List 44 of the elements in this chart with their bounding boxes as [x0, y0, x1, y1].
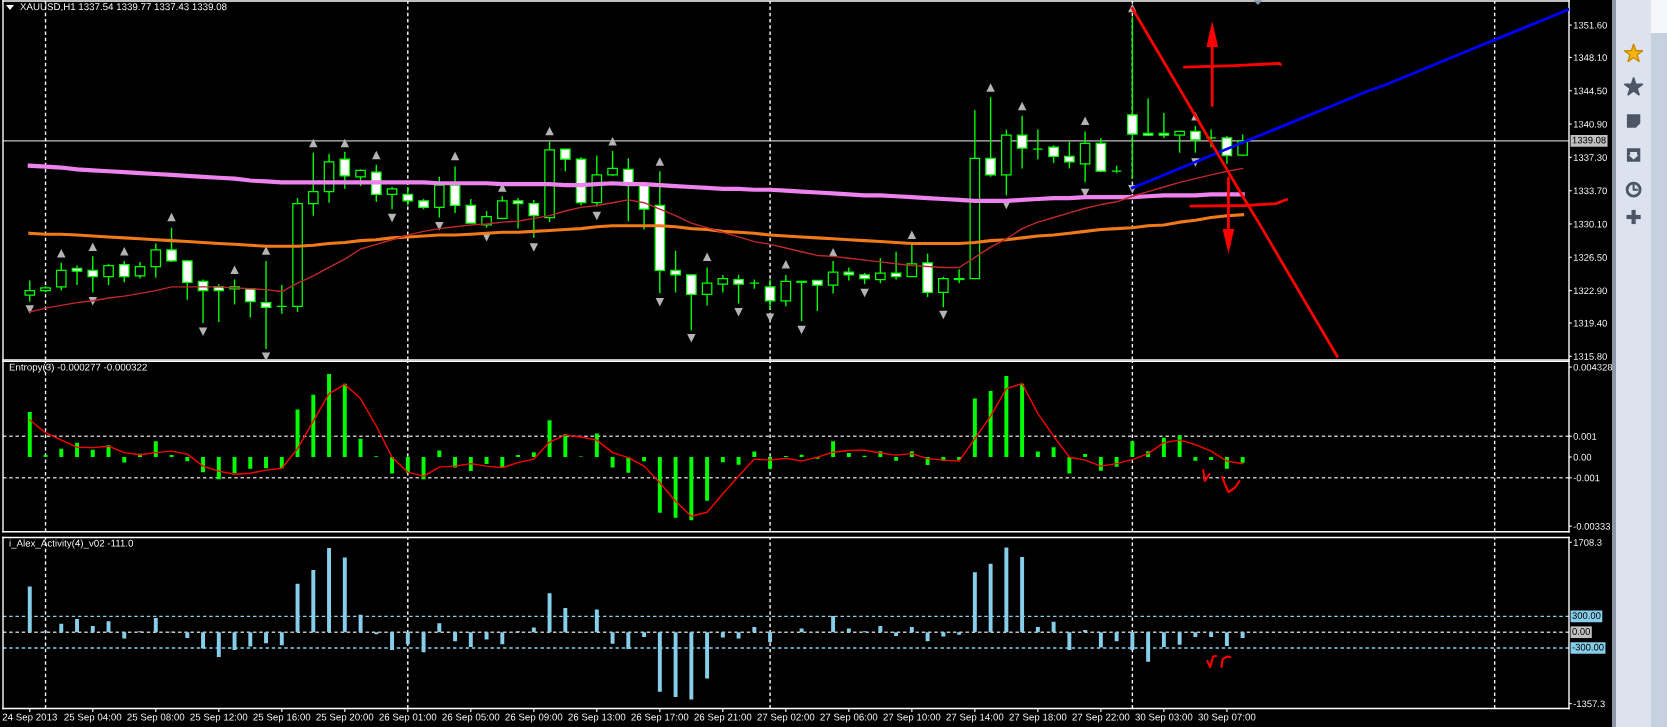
- chart-title: Entropy(3) -0.000277 -0.000322: [9, 363, 147, 373]
- y-tick-label: -0.001: [1573, 474, 1600, 482]
- y-tick-label: -0.00333: [1573, 523, 1611, 530]
- y-tick-label: 1326.50: [1573, 254, 1607, 261]
- x-tick-label: 26 Sep 05:00: [442, 713, 500, 723]
- ref-line-label: 300.00: [1572, 612, 1601, 619]
- x-tick-label: 27 Sep 14:00: [946, 713, 1004, 723]
- ref-line-label: -300.00: [1572, 643, 1604, 651]
- x-tick-label: 26 Sep 13:00: [568, 713, 626, 723]
- y-tick-label: 0.001: [1573, 433, 1597, 440]
- chart-title: i_Alex_Activity(4)_v02 -111.0: [9, 539, 134, 549]
- x-tick-label: 27 Sep 06:00: [820, 713, 878, 723]
- y-tick-label: 1348.10: [1573, 54, 1607, 61]
- x-tick-label: 30 Sep 07:00: [1198, 713, 1256, 723]
- y-tick-label: 1315.80: [1573, 353, 1607, 360]
- x-tick-label: 26 Sep 21:00: [694, 713, 752, 723]
- x-tick-label: 25 Sep 16:00: [253, 713, 311, 723]
- y-tick-label: 1330.10: [1573, 220, 1607, 228]
- x-tick-label: 25 Sep 12:00: [190, 713, 248, 723]
- x-tick-label: 25 Sep 08:00: [127, 713, 185, 723]
- x-tick-label: 25 Sep 20:00: [316, 713, 374, 723]
- ref-line-label: 1339.08: [1572, 136, 1606, 144]
- x-tick-label: 27 Sep 22:00: [1072, 713, 1130, 723]
- y-tick-label: 0.004328: [1573, 363, 1613, 371]
- x-tick-label: 26 Sep 09:00: [505, 713, 563, 723]
- x-tick-label: 26 Sep 01:00: [379, 713, 437, 723]
- x-tick-label: 25 Sep 04:00: [64, 713, 122, 723]
- y-tick-label: 1708.3: [1573, 539, 1602, 546]
- y-tick-label: 1333.70: [1573, 187, 1607, 195]
- chart-title: XAUUSD,H1 1337.54 1339.77 1337.43 1339.08: [20, 3, 227, 12]
- y-tick-label: 1319.40: [1573, 319, 1607, 327]
- y-tick-label: 1337.30: [1573, 154, 1607, 161]
- y-tick-label: 1351.60: [1573, 21, 1607, 29]
- y-tick-label: 1344.50: [1573, 87, 1607, 95]
- x-tick-label: 26 Sep 17:00: [631, 713, 689, 723]
- x-tick-label: 27 Sep 10:00: [883, 713, 941, 723]
- y-tick-label: 0.00: [1573, 453, 1592, 461]
- x-tick-label: 27 Sep 02:00: [757, 713, 815, 723]
- x-tick-label: 30 Sep 03:00: [1135, 713, 1193, 723]
- y-tick-label: -1357.3: [1573, 700, 1605, 708]
- x-tick-label: 27 Sep 18:00: [1009, 713, 1067, 723]
- y-tick-label: 1322.90: [1573, 287, 1607, 295]
- x-tick-label: 24 Sep 2013: [2, 713, 57, 723]
- y-tick-label: 1340.90: [1573, 120, 1607, 128]
